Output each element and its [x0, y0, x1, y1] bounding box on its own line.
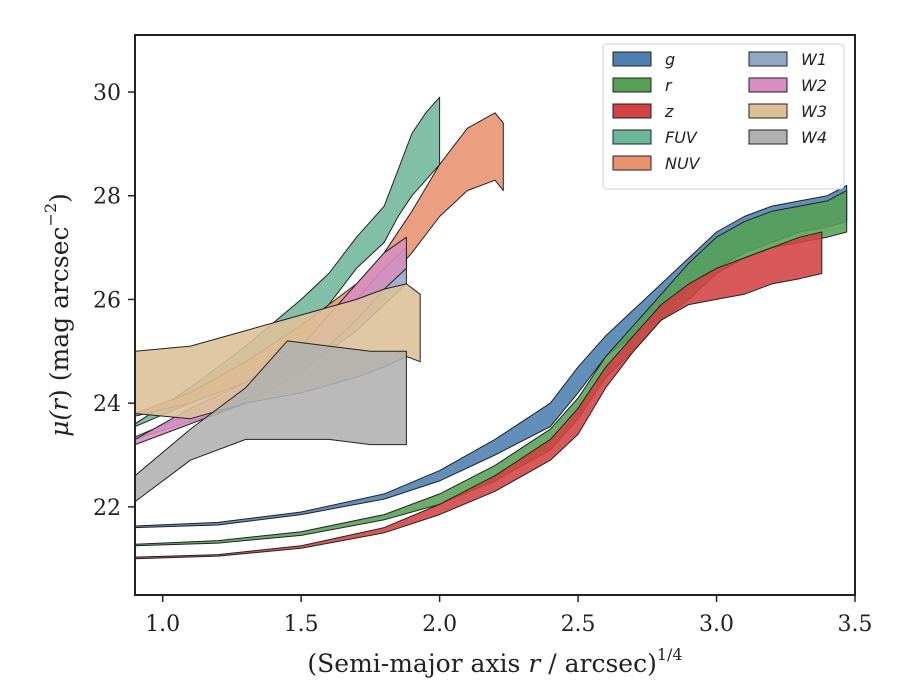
legend-label-w4: W4 — [801, 128, 827, 147]
x-axis-label: (Semi-major axis r / arcsec)1/4 — [307, 645, 682, 678]
y-tick-label: 30 — [93, 81, 121, 106]
y-tick-label: 26 — [93, 288, 121, 313]
plot-frame — [134, 34, 856, 596]
y-axis-label: μ(r) (mag arcsec−2) — [41, 193, 74, 437]
legend-label-r: r — [665, 76, 673, 95]
legend-label-w3: W3 — [801, 102, 827, 121]
band-w4 — [135, 340, 407, 503]
legend-swatch-g — [612, 51, 652, 67]
band-z — [135, 231, 823, 560]
legend-label-nuv: NUV — [665, 154, 701, 173]
legend-swatch-w1 — [748, 51, 788, 67]
legend-label-fuv: FUV — [665, 128, 698, 147]
y-axis-ticks: 22 24 26 28 30 — [93, 81, 135, 521]
y-tick-label: 28 — [93, 185, 121, 210]
legend-swatch-z — [612, 103, 652, 119]
x-tick-label: 3.5 — [838, 612, 873, 637]
x-tick-label: 1.5 — [284, 612, 319, 637]
legend-swatch-r — [612, 77, 652, 93]
legend: grz FUV NUV W1 W2 W3 W4 — [602, 43, 845, 190]
legend-swatch-w2 — [748, 77, 788, 93]
legend-swatch-w4 — [748, 129, 788, 145]
y-tick-label: 24 — [93, 392, 121, 417]
x-tick-label: 2.5 — [561, 612, 596, 637]
x-tick-label: 2.0 — [422, 612, 457, 637]
x-axis-ticks: 1.0 1.5 2.0 2.5 3.0 3.5 — [145, 595, 873, 637]
y-tick-label: 22 — [93, 496, 121, 521]
legend-label-z: z — [664, 102, 674, 121]
legend-swatch-nuv — [612, 155, 652, 171]
legend-swatch-w3 — [748, 103, 788, 119]
legend-swatch-fuv — [612, 129, 652, 145]
x-tick-label: 1.0 — [145, 612, 180, 637]
legend-label-w1: W1 — [801, 50, 827, 69]
x-tick-label: 3.0 — [699, 612, 734, 637]
legend-label-w2: W2 — [801, 76, 827, 95]
legend-label-g: g — [665, 50, 675, 69]
series-bands — [135, 96, 848, 560]
